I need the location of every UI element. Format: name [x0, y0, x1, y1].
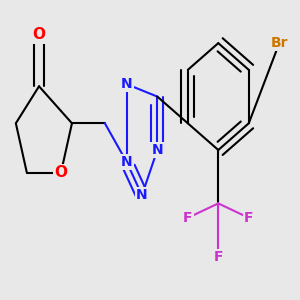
Text: F: F: [244, 211, 254, 225]
Text: N: N: [121, 77, 133, 91]
Text: N: N: [121, 155, 133, 169]
Text: O: O: [32, 27, 46, 42]
Text: O: O: [55, 165, 68, 180]
Text: N: N: [136, 188, 148, 202]
Text: N: N: [152, 143, 163, 157]
Text: F: F: [214, 250, 223, 264]
Text: F: F: [183, 211, 193, 225]
Text: Br: Br: [271, 36, 288, 50]
